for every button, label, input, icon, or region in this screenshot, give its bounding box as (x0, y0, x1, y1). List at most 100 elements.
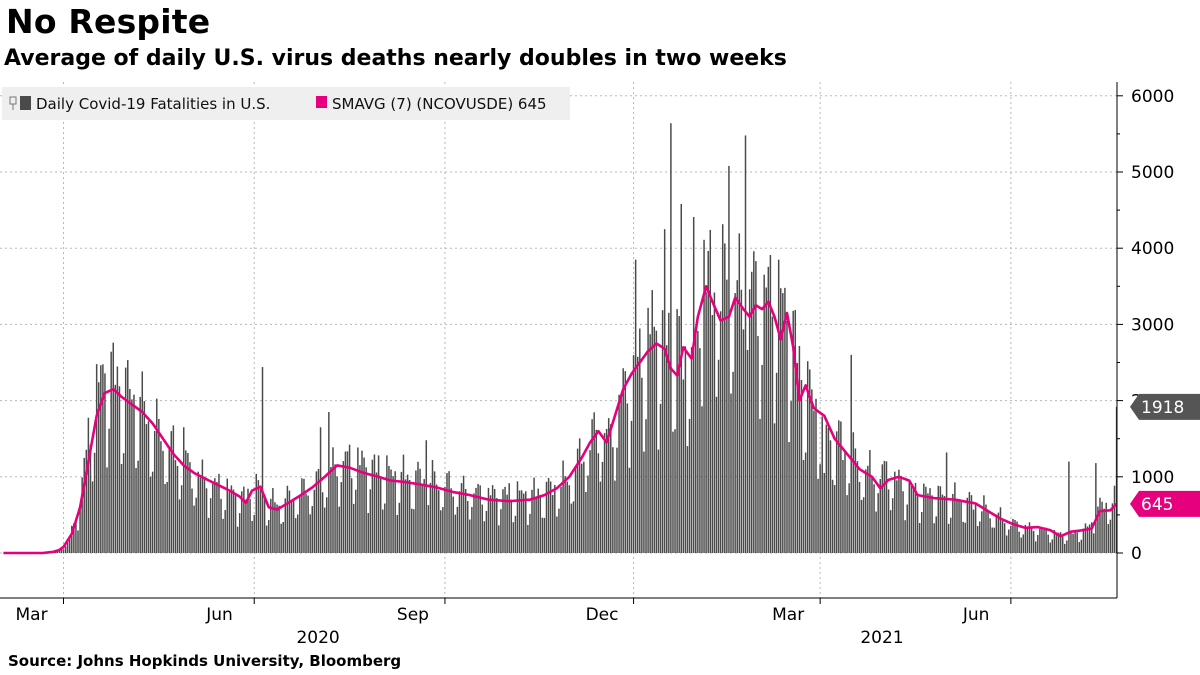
daily-bar (597, 453, 600, 553)
daily-bar (319, 427, 322, 553)
daily-bar (1047, 534, 1049, 553)
daily-bar (869, 450, 871, 553)
daily-bar (411, 508, 413, 553)
daily-bar (199, 477, 202, 553)
daily-bar (943, 496, 946, 553)
daily-bar (73, 523, 75, 553)
daily-bar (1105, 502, 1107, 553)
daily-bar (798, 345, 801, 553)
daily-bar (927, 493, 929, 553)
daily-bar (970, 495, 973, 553)
daily-bar (549, 481, 552, 553)
daily-bar (707, 251, 709, 553)
daily-bar (442, 507, 444, 553)
daily-bar (365, 467, 367, 553)
daily-bar (782, 293, 784, 553)
daily-bar (249, 499, 251, 553)
daily-bar (466, 501, 469, 553)
daily-bar (734, 293, 736, 553)
daily-bar (724, 243, 726, 553)
daily-bar (1053, 530, 1056, 553)
daily-bar (143, 401, 146, 553)
daily-bar (332, 447, 334, 553)
daily-bar (1028, 522, 1031, 553)
daily-bar (576, 448, 579, 553)
daily-bar (981, 511, 983, 553)
daily-bar (935, 516, 937, 553)
daily-bar (1113, 485, 1116, 553)
daily-bar (906, 504, 908, 553)
daily-bar (626, 403, 629, 553)
daily-bar (1043, 529, 1045, 553)
daily-bar (112, 342, 114, 553)
daily-bar (806, 361, 809, 553)
daily-bar (151, 471, 154, 553)
daily-bar (831, 479, 834, 553)
daily-bar (272, 488, 274, 553)
daily-last-value-tag-label: 1918 (1141, 398, 1184, 418)
daily-bar (425, 440, 428, 553)
daily-bar (431, 460, 434, 553)
daily-bar (1030, 526, 1033, 553)
daily-bar (1074, 531, 1076, 553)
last-value-tags: 1918 645 (1130, 393, 1200, 517)
daily-bar (786, 321, 788, 553)
daily-bar (607, 418, 610, 553)
daily-bar (697, 331, 699, 553)
daily-bar (846, 495, 848, 553)
daily-bar (1051, 539, 1054, 553)
daily-bar (292, 498, 295, 553)
daily-bar (147, 421, 150, 553)
daily-last-value-tag-shape (1130, 393, 1200, 420)
daily-bar (462, 475, 465, 553)
legend: Daily Covid-19 Fatalities in U.S. SMAVG (… (2, 87, 570, 120)
daily-bar (813, 410, 815, 553)
daily-bar (64, 546, 67, 553)
daily-bar (350, 478, 353, 553)
daily-bar (60, 548, 63, 553)
daily-bar (452, 496, 454, 553)
daily-bar (728, 165, 730, 553)
daily-bar (796, 362, 799, 553)
daily-bar (315, 471, 318, 553)
daily-bar (974, 504, 977, 553)
daily-bar (344, 451, 347, 553)
daily-bar (761, 365, 763, 553)
daily-bar (207, 517, 210, 553)
daily-bar (599, 481, 602, 553)
daily-bar (1020, 537, 1022, 553)
daily-bar (682, 379, 685, 553)
daily-bar (858, 481, 861, 553)
daily-bar (413, 509, 415, 553)
daily-bar (784, 287, 786, 553)
daily-bar (373, 454, 376, 553)
daily-bar (711, 315, 714, 553)
daily-bar (823, 472, 826, 553)
daily-bar (483, 521, 486, 553)
daily-bar (133, 394, 135, 553)
daily-bar (653, 326, 656, 553)
daily-bar (89, 444, 92, 553)
daily-bar (222, 518, 224, 553)
daily-bar (719, 311, 722, 553)
y-tick-label: 1000 (1131, 468, 1174, 488)
daily-bar (883, 460, 886, 553)
legend-background (2, 87, 570, 120)
daily-bar (149, 476, 152, 553)
daily-bar (912, 488, 915, 553)
daily-bar (170, 431, 173, 553)
daily-bar (440, 510, 442, 553)
daily-bar (833, 484, 836, 553)
daily-bar (879, 479, 882, 553)
daily-bar (363, 457, 365, 553)
legend-line-swatch (316, 96, 327, 108)
daily-bar (1093, 533, 1095, 553)
daily-bar (914, 482, 917, 553)
daily-bar (1008, 529, 1010, 553)
daily-bar (1039, 528, 1041, 553)
daily-bar (1037, 534, 1039, 553)
x-month-label: Sep (397, 605, 429, 625)
daily-bar (775, 372, 778, 553)
daily-bar (717, 359, 720, 553)
daily-bar (305, 493, 307, 553)
